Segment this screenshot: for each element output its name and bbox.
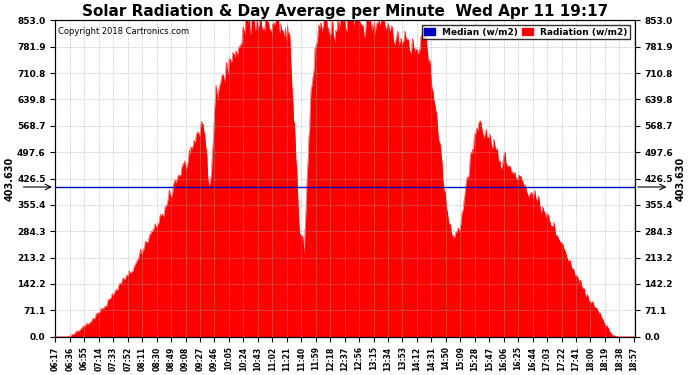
Y-axis label: 403.630: 403.630	[676, 156, 686, 201]
Title: Solar Radiation & Day Average per Minute  Wed Apr 11 19:17: Solar Radiation & Day Average per Minute…	[82, 4, 608, 19]
Text: Copyright 2018 Cartronics.com: Copyright 2018 Cartronics.com	[59, 27, 190, 36]
Y-axis label: 403.630: 403.630	[4, 156, 14, 201]
Legend: Median (w/m2), Radiation (w/m2): Median (w/m2), Radiation (w/m2)	[422, 25, 630, 39]
